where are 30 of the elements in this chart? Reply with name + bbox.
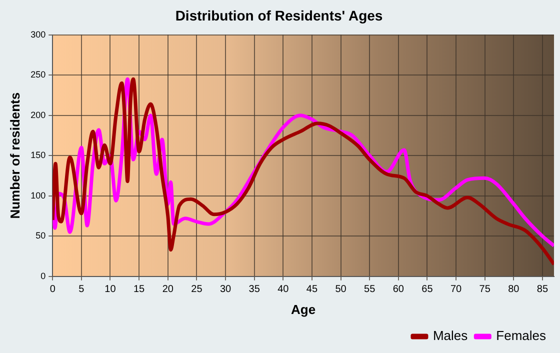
- y-tick-label: 250: [30, 70, 46, 80]
- x-tick-label: 70: [450, 284, 462, 296]
- x-tick-label: 85: [536, 284, 548, 296]
- x-axis-title: Age: [291, 302, 316, 317]
- y-tick-label: 200: [30, 110, 46, 120]
- y-tick-label: 50: [36, 230, 46, 241]
- y-tick-label: 0: [40, 270, 46, 281]
- x-tick-label: 50: [335, 284, 347, 296]
- x-tick-label: 60: [392, 284, 404, 296]
- y-tick-label: 150: [30, 150, 46, 160]
- x-tick-label: 10: [104, 284, 116, 296]
- x-tick-label: 80: [508, 284, 520, 296]
- x-tick-label: 40: [278, 284, 290, 296]
- chart-title: Distribution of Residents' Ages: [175, 7, 383, 24]
- x-tick-label: 0: [50, 284, 56, 296]
- y-axis-title: Number of residents: [7, 92, 22, 219]
- y-tick-label: 300: [30, 29, 46, 40]
- x-tick-label: 25: [191, 284, 203, 296]
- legend-label: Females: [496, 328, 546, 344]
- x-tick-label: 65: [422, 284, 434, 296]
- y-tick-label: 100: [30, 190, 46, 200]
- legend-label: Males: [432, 328, 468, 344]
- x-tick-label: 75: [479, 284, 491, 296]
- x-tick-label: 5: [78, 284, 85, 296]
- x-tick-label: 15: [134, 284, 146, 296]
- x-tick-label: 45: [306, 284, 318, 296]
- x-tick-label: 20: [162, 284, 174, 296]
- x-tick-label: 55: [364, 284, 376, 296]
- x-tick-label: 30: [220, 284, 232, 296]
- x-tick-label: 35: [248, 284, 260, 296]
